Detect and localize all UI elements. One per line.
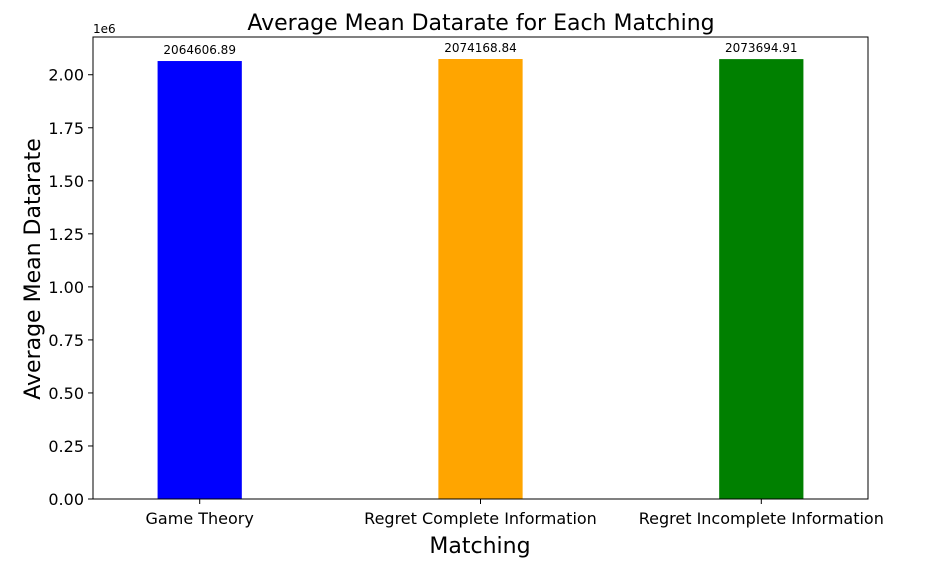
plot-area: 2064606.89 2074168.84 2073694.91 0.00 0.25 0.… (48, 36, 884, 528)
y-axis-offset-label: 1e6 (93, 22, 116, 36)
y-tick-label: 0.50 (48, 384, 84, 403)
y-axis-title: Average Mean Datarate (21, 138, 46, 400)
y-tick-label: 2.00 (48, 66, 84, 85)
bar (719, 59, 804, 500)
y-tick-label: 1.25 (48, 225, 84, 244)
data-label: 2073694.91 (725, 41, 798, 55)
x-tick-label: Regret Incomplete Information (639, 509, 884, 528)
x-tick-label: Regret Complete Information (364, 509, 597, 528)
y-tick-label: 0.25 (48, 437, 84, 456)
y-tick-label: 0.75 (48, 331, 84, 350)
y-tick-label: 0.00 (48, 490, 84, 509)
data-label: 2064606.89 (163, 43, 236, 57)
y-tick-label: 1.00 (48, 278, 84, 297)
chart-title: Average Mean Datarate for Each Matching (247, 11, 714, 36)
y-tick-label: 1.50 (48, 172, 84, 191)
bar (438, 59, 523, 499)
x-tick-label: Game Theory (146, 509, 254, 528)
y-tick-label: 1.75 (48, 119, 84, 138)
x-axis-title: Matching (429, 534, 530, 559)
data-label: 2074168.84 (444, 41, 517, 55)
bar (157, 61, 242, 499)
